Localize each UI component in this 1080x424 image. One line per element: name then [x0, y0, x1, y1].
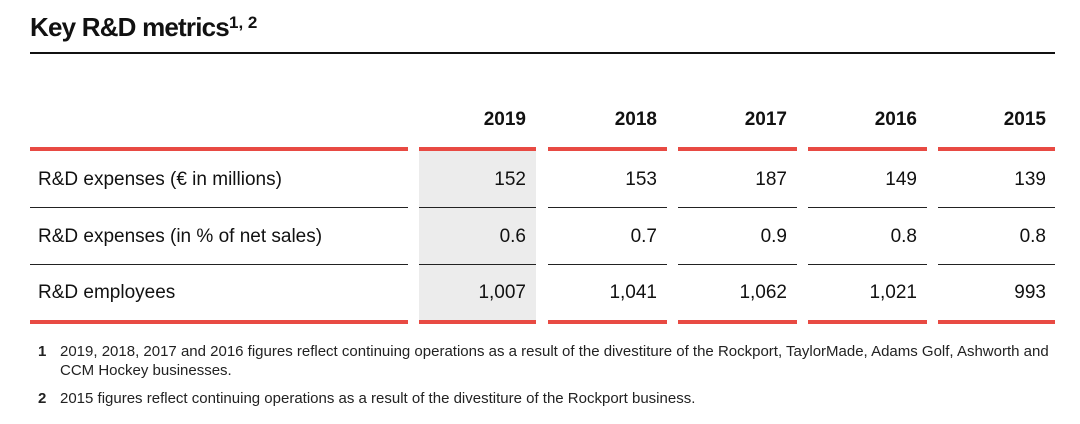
year-header-2015: 2015: [1003, 109, 1046, 130]
footnote-2-text: 2015 figures reflect continuing operatio…: [60, 390, 696, 407]
table-bottom-rule: [30, 320, 408, 324]
table-bottom-rule: [678, 320, 797, 324]
cell-rd-employees-2016: 1,021: [869, 282, 917, 303]
header-rule-2016: [808, 147, 927, 151]
cell-rd-employees-2017: 1,062: [739, 282, 787, 303]
cell-rd-expenses-pct-2018: 0.7: [630, 226, 657, 247]
row-label-rd-expenses-pct: R&D expenses (in % of net sales): [38, 226, 323, 247]
table-bottom-rule: [808, 320, 927, 324]
table-bottom-rule: [938, 320, 1055, 324]
cell-rd-expenses-pct-2016: 0.8: [890, 226, 917, 247]
footnote-2: 2 2015 figures reflect continuing operat…: [38, 389, 1050, 408]
title-footnote-refs: 1, 2: [228, 13, 258, 32]
current-year-highlight: [419, 151, 536, 321]
row-divider: [548, 264, 667, 265]
header-rule-2017: [678, 147, 797, 151]
row-divider: [30, 264, 408, 265]
row-label-rd-expenses-eur: R&D expenses (€ in millions): [38, 169, 282, 190]
cell-rd-expenses-pct-2015: 0.8: [1019, 226, 1046, 247]
cell-rd-employees-2018: 1,041: [609, 282, 657, 303]
cell-rd-expenses-pct-2017: 0.9: [760, 226, 787, 247]
header-rule-2018: [548, 147, 667, 151]
title-rule: [30, 52, 1055, 54]
row-divider: [678, 264, 797, 265]
cell-rd-expenses-eur-2019: 152: [494, 169, 526, 190]
year-header-2018: 2018: [614, 109, 657, 130]
table-bottom-rule: [419, 320, 536, 324]
footnote-1: 1 2019, 2018, 2017 and 2016 figures refl…: [38, 342, 1050, 380]
row-divider: [419, 264, 536, 265]
row-divider: [938, 264, 1055, 265]
cell-rd-expenses-eur-2016: 149: [885, 169, 917, 190]
row-divider: [678, 207, 797, 208]
row-divider: [30, 207, 408, 208]
footnote-1-number: 1: [38, 343, 47, 360]
row-divider: [938, 207, 1055, 208]
year-header-2019: 2019: [483, 109, 526, 130]
cell-rd-expenses-eur-2017: 187: [755, 169, 787, 190]
row-label-rd-employees: R&D employees: [38, 282, 176, 303]
cell-rd-employees-2015: 993: [1014, 282, 1046, 303]
header-rule-2019: [419, 147, 536, 151]
row-divider: [419, 207, 536, 208]
table-bottom-rule: [548, 320, 667, 324]
cell-rd-expenses-eur-2015: 139: [1014, 169, 1046, 190]
year-header-2016: 2016: [874, 109, 917, 130]
footnote-2-number: 2: [38, 390, 47, 407]
row-divider: [548, 207, 667, 208]
cell-rd-expenses-pct-2019: 0.6: [499, 226, 526, 247]
header-rule-label: [30, 147, 408, 151]
year-header-2017: 2017: [744, 109, 787, 130]
header-rule-2015: [938, 147, 1055, 151]
row-divider: [808, 207, 927, 208]
title-text: Key R&D metrics: [30, 12, 230, 42]
footnote-1-text: 2019, 2018, 2017 and 2016 figures reflec…: [60, 343, 1049, 379]
cell-rd-expenses-eur-2018: 153: [625, 169, 657, 190]
page-title: Key R&D metrics1, 2: [30, 10, 257, 44]
cell-rd-employees-2019: 1,007: [478, 282, 526, 303]
row-divider: [808, 264, 927, 265]
